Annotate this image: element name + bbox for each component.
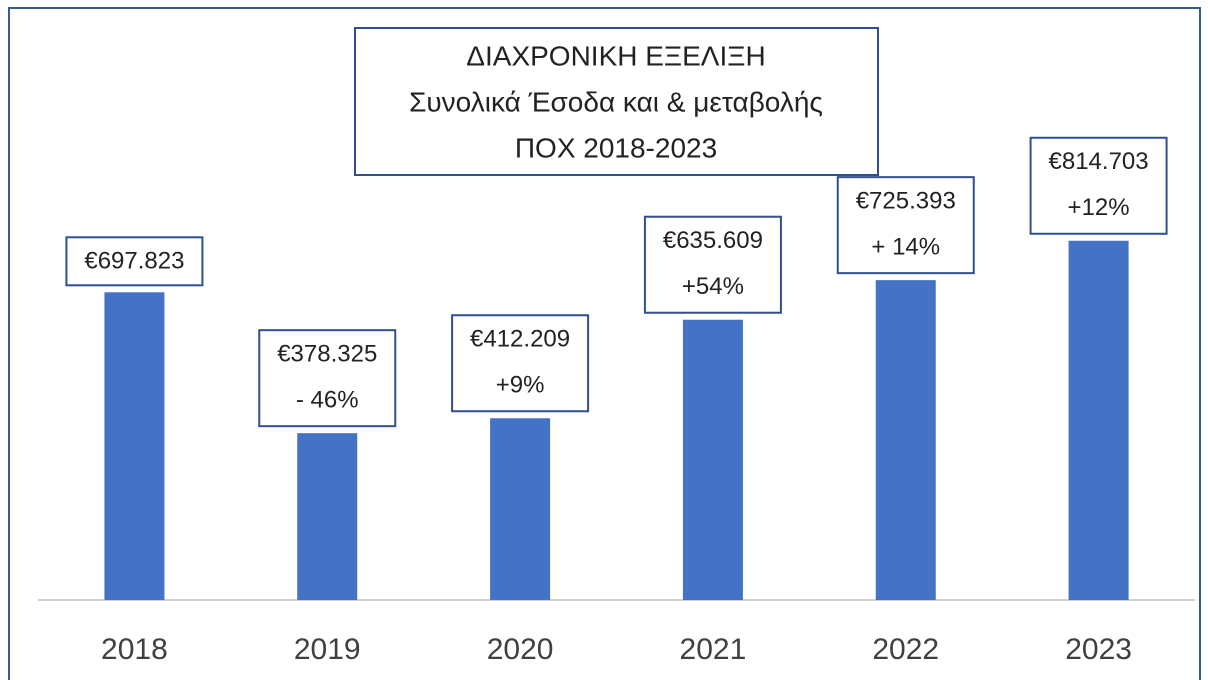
bar [1068, 240, 1129, 601]
bar [104, 292, 165, 600]
bar [297, 433, 358, 600]
data-label-box [65, 236, 204, 287]
title-box [354, 27, 879, 176]
data-label-box [258, 329, 397, 428]
data-label: €635.609 [663, 227, 763, 254]
x-tick-label: 2023 [1065, 633, 1132, 666]
bar [682, 319, 743, 600]
data-label: €412.209 [470, 326, 570, 353]
data-label: €378.325 [277, 341, 377, 368]
x-tick-label: 2020 [487, 633, 554, 666]
change-label: +12% [1068, 194, 1130, 221]
x-tick-label: 2022 [872, 633, 939, 666]
change-label: +9% [496, 372, 545, 399]
change-label: - 46% [296, 387, 359, 414]
data-label-box [1029, 136, 1168, 235]
data-label-box [836, 176, 975, 275]
chart-title: ΠΟΧ 2018-2023 [515, 132, 717, 163]
data-label: €814.703 [1049, 148, 1149, 175]
change-label: +54% [682, 273, 744, 300]
chart-title: ΔΙΑΧΡΟΝΙΚΗ ΕΞΕΛΙΞΗ [466, 40, 765, 71]
x-tick-label: 2019 [294, 633, 361, 666]
x-tick-label: 2021 [680, 633, 747, 666]
data-label-box [451, 314, 590, 413]
data-label: €725.393 [856, 187, 956, 214]
change-label: + 14% [871, 233, 940, 260]
x-tick-label: 2018 [101, 633, 168, 666]
chart-title: Συνολικά Έσοδα και & μεταβολής [409, 86, 823, 117]
data-label: €697.823 [84, 248, 184, 275]
bar [490, 418, 551, 600]
bar [875, 280, 936, 600]
data-label-box [643, 215, 782, 314]
